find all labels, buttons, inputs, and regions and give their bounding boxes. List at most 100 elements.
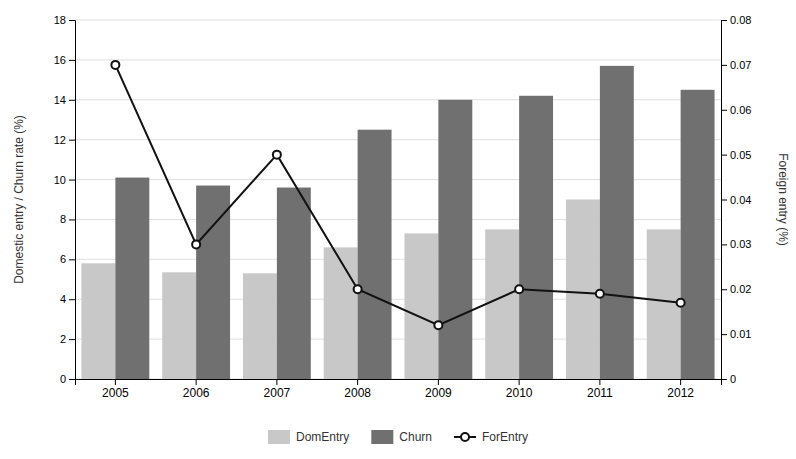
y2-tick-label: 0.05 <box>730 149 751 161</box>
x-tick-label: 2006 <box>183 386 210 400</box>
x-tick-mark <box>276 379 277 385</box>
x-tick: 2010 <box>506 379 533 400</box>
bar <box>115 178 149 379</box>
y-tick-mark <box>69 259 75 260</box>
x-tick-label: 2009 <box>425 386 452 400</box>
y2-tick: 0.08 <box>721 14 751 26</box>
y2-tick-mark <box>721 289 727 290</box>
bar <box>485 229 519 379</box>
y-tick-mark <box>69 60 75 61</box>
legend-label: ForEntry <box>482 430 528 444</box>
marker <box>596 290 604 298</box>
y2-tick-label: 0.02 <box>730 283 751 295</box>
y2-tick: 0.01 <box>721 328 751 340</box>
x-tick: 2006 <box>183 379 210 400</box>
x-tick-label: 2012 <box>667 386 694 400</box>
y-tick: 10 <box>54 174 75 186</box>
y-tick-label: 12 <box>54 134 66 146</box>
marker <box>677 299 685 307</box>
y2-tick-mark <box>721 334 727 335</box>
y-tick-label: 16 <box>54 54 66 66</box>
y2-tick-mark <box>721 379 727 380</box>
y-tick: 0 <box>60 373 75 385</box>
y-tick-mark <box>69 379 75 380</box>
legend-swatch <box>268 430 290 444</box>
y-tick: 2 <box>60 333 75 345</box>
y2-tick: 0.02 <box>721 283 751 295</box>
legend-item: ForEntry <box>454 430 528 444</box>
bar-series <box>115 66 714 379</box>
plot: 2005200620072008200920102011201202468101… <box>12 14 790 400</box>
x-tick-mark <box>599 379 600 385</box>
chart: 2005200620072008200920102011201202468101… <box>0 0 796 459</box>
marker <box>273 151 281 159</box>
bar <box>324 247 358 379</box>
bar <box>358 130 392 379</box>
y-tick: 16 <box>54 54 75 66</box>
y-tick-mark <box>69 299 75 300</box>
axis-domain <box>69 21 76 380</box>
y-tick-mark <box>69 100 75 101</box>
bar <box>81 263 115 379</box>
line <box>115 65 680 325</box>
grid-line <box>75 20 721 21</box>
y-axis-title: Domestic entry / Churn rate (%) <box>12 115 26 284</box>
y-tick-mark <box>69 180 75 181</box>
x-tick-mark <box>438 379 439 385</box>
legend-item: DomEntry <box>268 430 349 444</box>
x-tick-label: 2005 <box>102 386 129 400</box>
y-tick: 14 <box>54 94 75 106</box>
marks <box>81 61 714 379</box>
y-tick-label: 4 <box>60 293 66 305</box>
legend-label: DomEntry <box>296 430 349 444</box>
y-axis: 0 2 4 6 8 10 12 14 16 18 <box>54 14 76 385</box>
y2-tick: 0.05 <box>721 149 751 161</box>
y-tick-mark <box>69 140 75 141</box>
y-tick-mark <box>69 339 75 340</box>
grid <box>75 20 721 379</box>
bar <box>196 186 230 379</box>
y-tick-label: 10 <box>54 174 66 186</box>
y2-tick-label: 0.07 <box>730 59 751 71</box>
y-tick-label: 0 <box>60 373 66 385</box>
x-tick: 2008 <box>344 379 371 400</box>
grid-line <box>75 59 721 60</box>
axis-domain <box>76 380 722 386</box>
y-tick: 4 <box>60 293 75 305</box>
x-tick-mark <box>519 379 520 385</box>
x-axis: 20052006200720082009201020112012 <box>76 379 722 400</box>
y2-tick-mark <box>721 155 727 156</box>
y-tick: 8 <box>60 213 75 225</box>
legend: DomEntryChurnForEntry <box>268 430 528 444</box>
axis-domain <box>722 21 728 380</box>
bar <box>243 273 277 379</box>
y2-tick-mark <box>721 20 727 21</box>
y-tick-label: 18 <box>54 14 66 26</box>
x-tick: 2005 <box>102 379 129 400</box>
bar <box>404 233 438 379</box>
x-tick: 2007 <box>264 379 291 400</box>
y-tick-label: 8 <box>60 213 66 225</box>
bar <box>566 200 600 380</box>
y-tick-mark <box>69 20 75 21</box>
x-tick-label: 2008 <box>344 386 371 400</box>
y2-tick-label: 0.03 <box>730 238 751 250</box>
y2-tick-mark <box>721 65 727 66</box>
legend-swatch <box>371 430 393 444</box>
y2-axis-title: Foreign entry (%) <box>776 153 790 246</box>
bar <box>162 272 196 379</box>
y2-tick: 0.03 <box>721 238 751 250</box>
y-tick: 6 <box>60 253 75 265</box>
y2-tick-label: 0.06 <box>730 104 751 116</box>
background <box>0 0 796 459</box>
y2-axis: 0 0.01 0.02 0.03 0.04 0.05 0.06 0.07 0.08 <box>721 14 751 385</box>
marker <box>192 240 200 248</box>
y2-tick-label: 0 <box>730 373 736 385</box>
y2-tick-label: 0.01 <box>730 328 751 340</box>
legend-swatch-marker <box>461 433 469 441</box>
y-tick-label: 14 <box>54 94 66 106</box>
x-tick-mark <box>115 379 116 385</box>
bar <box>647 229 681 379</box>
y2-tick: 0.06 <box>721 104 751 116</box>
y2-tick: 0.04 <box>721 194 751 206</box>
